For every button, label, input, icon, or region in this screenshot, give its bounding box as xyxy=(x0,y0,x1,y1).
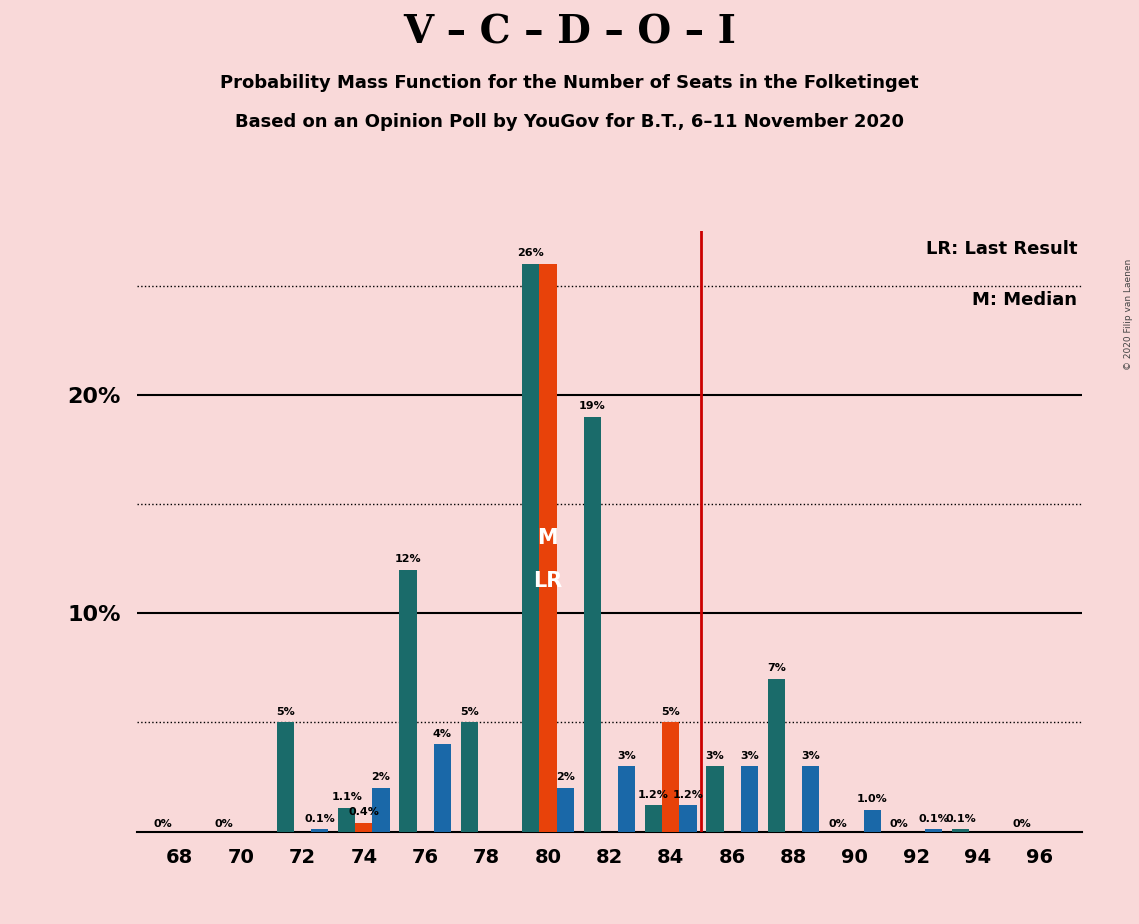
Text: © 2020 Filip van Laenen: © 2020 Filip van Laenen xyxy=(1124,259,1133,370)
Bar xyxy=(740,766,757,832)
Text: LR: LR xyxy=(533,571,563,591)
Bar xyxy=(679,806,697,832)
Bar xyxy=(662,723,679,832)
Bar xyxy=(372,788,390,832)
Text: 2%: 2% xyxy=(556,772,574,783)
Text: 1.0%: 1.0% xyxy=(857,795,887,804)
Bar xyxy=(618,766,636,832)
Text: 0%: 0% xyxy=(828,819,847,829)
Text: 12%: 12% xyxy=(395,554,421,564)
Text: 5%: 5% xyxy=(662,707,680,717)
Text: 4%: 4% xyxy=(433,729,452,739)
Bar xyxy=(277,723,294,832)
Bar xyxy=(925,830,942,832)
Text: 0%: 0% xyxy=(214,819,233,829)
Text: 0%: 0% xyxy=(890,819,909,829)
Bar xyxy=(768,679,785,832)
Text: M: M xyxy=(538,528,558,548)
Text: LR: Last Result: LR: Last Result xyxy=(926,240,1077,258)
Text: 1.2%: 1.2% xyxy=(638,790,669,800)
Bar xyxy=(461,723,478,832)
Bar xyxy=(434,744,451,832)
Text: 1.1%: 1.1% xyxy=(331,792,362,802)
Text: 3%: 3% xyxy=(705,750,724,760)
Bar xyxy=(583,417,600,832)
Text: 7%: 7% xyxy=(767,663,786,674)
Bar xyxy=(645,806,662,832)
Text: 5%: 5% xyxy=(276,707,295,717)
Bar xyxy=(952,830,969,832)
Text: 5%: 5% xyxy=(460,707,478,717)
Text: 19%: 19% xyxy=(579,401,606,411)
Text: 1.2%: 1.2% xyxy=(672,790,704,800)
Text: 3%: 3% xyxy=(802,750,820,760)
Text: 2%: 2% xyxy=(371,772,391,783)
Bar xyxy=(338,808,355,832)
Bar xyxy=(706,766,723,832)
Text: 0.1%: 0.1% xyxy=(945,814,976,824)
Text: Probability Mass Function for the Number of Seats in the Folketinget: Probability Mass Function for the Number… xyxy=(220,74,919,91)
Text: 26%: 26% xyxy=(517,249,544,259)
Text: M: Median: M: Median xyxy=(973,291,1077,309)
Bar xyxy=(522,263,540,832)
Bar xyxy=(400,569,417,832)
Text: 3%: 3% xyxy=(740,750,759,760)
Text: 0.4%: 0.4% xyxy=(349,808,379,818)
Text: 0.1%: 0.1% xyxy=(304,814,335,824)
Bar xyxy=(802,766,819,832)
Bar xyxy=(311,830,328,832)
Text: 3%: 3% xyxy=(617,750,636,760)
Text: V – C – D – O – I: V – C – D – O – I xyxy=(403,14,736,52)
Bar xyxy=(540,263,557,832)
Bar xyxy=(355,823,372,832)
Bar xyxy=(557,788,574,832)
Text: 0.1%: 0.1% xyxy=(918,814,949,824)
Text: Based on an Opinion Poll by YouGov for B.T., 6–11 November 2020: Based on an Opinion Poll by YouGov for B… xyxy=(235,113,904,130)
Text: 0%: 0% xyxy=(153,819,172,829)
Text: 0%: 0% xyxy=(1013,819,1031,829)
Bar xyxy=(863,809,880,832)
